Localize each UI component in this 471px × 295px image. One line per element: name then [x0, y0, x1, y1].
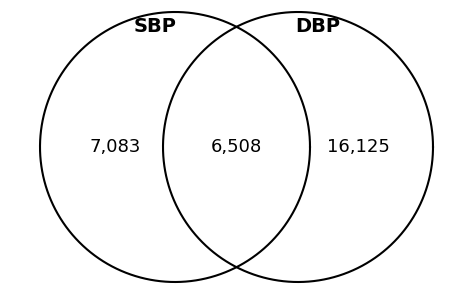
Text: 16,125: 16,125	[326, 138, 390, 156]
Text: 7,083: 7,083	[89, 138, 141, 156]
Text: DBP: DBP	[295, 17, 341, 37]
Text: 6,508: 6,508	[211, 138, 261, 156]
Text: SBP: SBP	[134, 17, 177, 37]
